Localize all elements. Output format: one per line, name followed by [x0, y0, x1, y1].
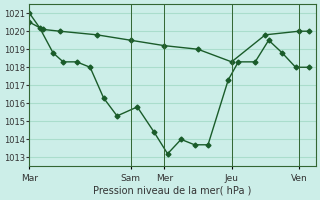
X-axis label: Pression niveau de la mer( hPa ): Pression niveau de la mer( hPa )	[93, 186, 252, 196]
